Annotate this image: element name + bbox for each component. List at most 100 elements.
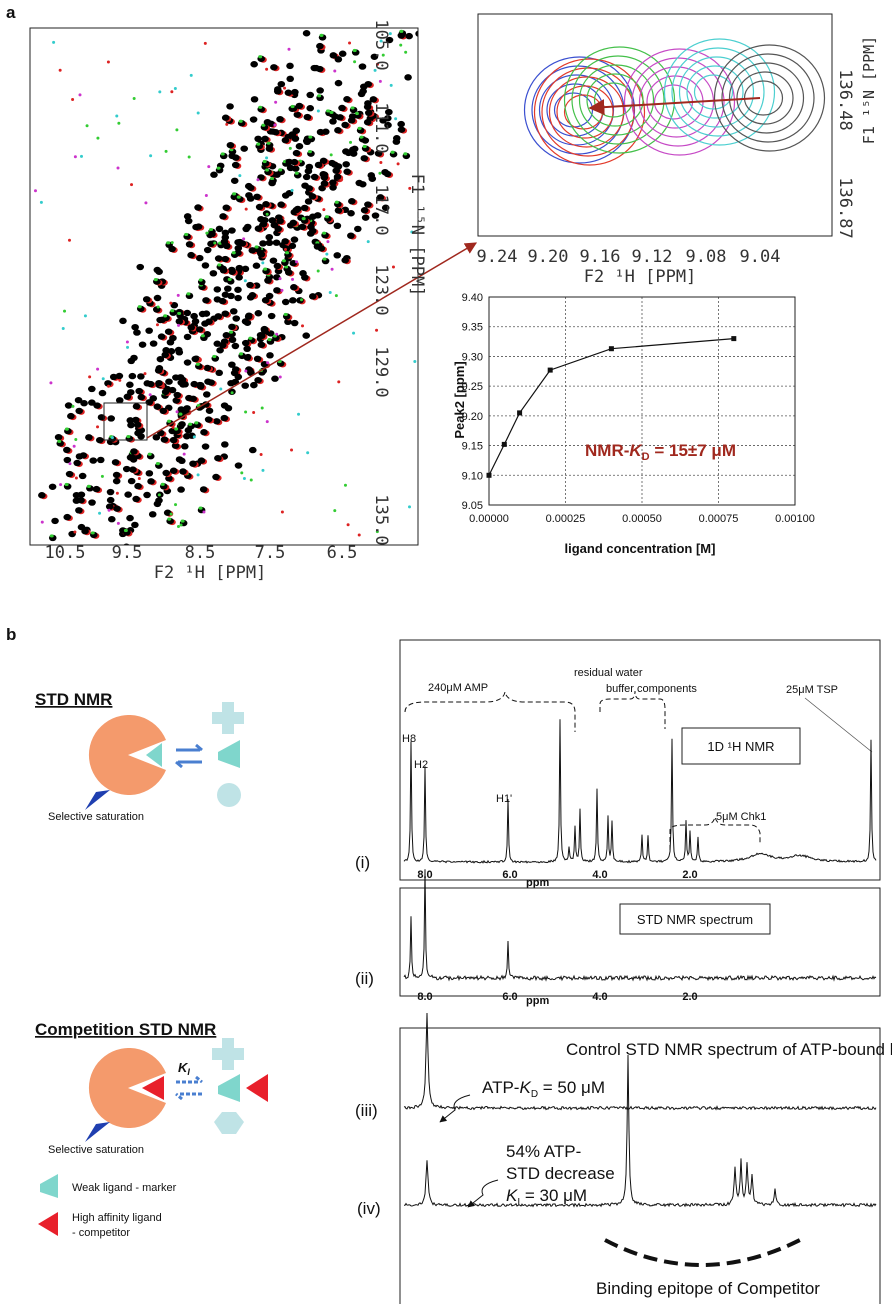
x-tick-label: 9.16 — [580, 247, 621, 267]
peak — [119, 317, 127, 325]
zoom-arrow — [146, 242, 478, 439]
noise-dot — [265, 212, 269, 216]
peak — [234, 294, 242, 302]
peak — [292, 127, 301, 134]
peak — [148, 511, 157, 518]
peak — [308, 193, 317, 200]
bracket — [669, 816, 761, 850]
peak — [226, 141, 235, 149]
peak — [199, 486, 208, 493]
peak — [227, 292, 235, 300]
y-tick-label: 123.0 — [371, 264, 391, 315]
peak — [253, 355, 262, 363]
noise-dot — [116, 521, 120, 525]
peak — [67, 412, 75, 420]
ppm-tick-label: 6.0 — [502, 991, 517, 1003]
ppm-tick-label: 2.0 — [682, 869, 697, 881]
y-axis-label: F1 ¹⁵N [PPM] — [407, 174, 427, 297]
peak — [277, 201, 285, 208]
exchange-arrow — [175, 1092, 202, 1101]
peak — [169, 467, 178, 474]
peak — [173, 549, 181, 555]
peak — [281, 259, 286, 263]
trace — [403, 719, 877, 864]
noise-dot — [58, 68, 62, 72]
peak — [221, 310, 230, 317]
peak — [64, 427, 69, 431]
noise-dot — [170, 241, 174, 245]
peak — [262, 159, 267, 164]
peak — [142, 296, 151, 303]
peak — [212, 354, 217, 359]
peak — [132, 403, 141, 410]
peak — [215, 369, 224, 377]
peak — [111, 459, 120, 466]
peak — [246, 294, 255, 301]
peak — [282, 18, 290, 24]
peak — [349, 150, 358, 157]
annotation: 54% ATP- — [506, 1142, 581, 1161]
legend-entry: High affinity ligand — [72, 1212, 162, 1224]
x-tick-label: 10.5 — [45, 543, 86, 563]
noise-dot — [295, 260, 299, 264]
peak — [329, 52, 338, 59]
text: I — [517, 1197, 520, 1208]
peak — [106, 488, 115, 496]
peak — [133, 421, 142, 428]
y-tick-label: 9.20 — [462, 411, 483, 423]
noise-dot — [291, 277, 295, 281]
y-tick-label: 9.05 — [462, 500, 483, 512]
peak — [244, 313, 253, 320]
peak — [129, 456, 138, 463]
peak — [124, 569, 128, 572]
peak — [363, 103, 372, 111]
contour — [693, 74, 734, 110]
peak — [149, 395, 158, 402]
zoom-y-ticks: 136.48 136.87 — [835, 69, 855, 238]
noise-dot — [266, 361, 270, 365]
peak — [164, 328, 173, 335]
contour — [523, 56, 636, 164]
noise-dot — [40, 520, 44, 524]
peak — [334, 163, 343, 170]
peak — [347, 232, 355, 239]
noise-dot — [63, 309, 67, 313]
peak — [243, 223, 252, 231]
peak — [278, 168, 283, 172]
noise-dot — [375, 328, 379, 332]
y-tick-label: 9.10 — [462, 470, 483, 482]
peak — [295, 143, 304, 150]
saturation-pulse — [85, 790, 110, 810]
noise-dot — [290, 448, 294, 452]
peak — [234, 462, 243, 469]
peak — [317, 94, 322, 98]
x-axis-label: F2 ¹H [PPM] — [584, 267, 697, 287]
text: K — [629, 441, 643, 460]
spectrum-frame — [399, 887, 881, 997]
noise-dot — [373, 68, 377, 72]
noise-dot — [107, 508, 111, 512]
contour — [638, 66, 715, 138]
noise-dot — [333, 509, 337, 513]
peak — [243, 345, 251, 353]
peak — [329, 184, 337, 191]
peak — [177, 486, 185, 493]
peak — [359, 88, 367, 95]
peak — [207, 379, 215, 386]
peak — [48, 483, 57, 490]
noise-dot — [96, 367, 100, 371]
noise-dot — [71, 98, 75, 102]
peak — [221, 114, 230, 121]
data-point — [547, 367, 553, 373]
protein — [88, 715, 166, 795]
peak — [232, 192, 237, 196]
legend-entry: - competitor — [72, 1227, 130, 1239]
bracket — [599, 690, 666, 729]
peak — [167, 517, 172, 521]
peak — [209, 270, 218, 277]
noise-dot — [67, 238, 71, 242]
peak — [188, 422, 193, 426]
noise-dot — [283, 86, 287, 90]
spectrum-frame — [399, 639, 881, 881]
text: D — [531, 1089, 538, 1100]
